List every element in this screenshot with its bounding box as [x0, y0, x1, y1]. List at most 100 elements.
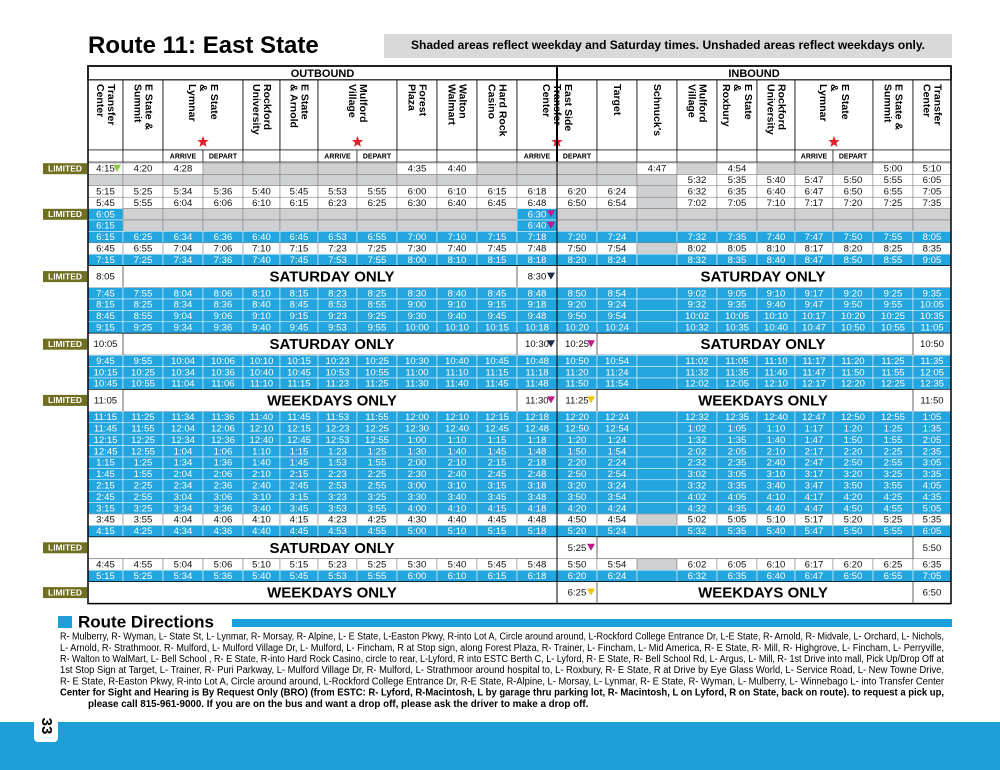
time: 1:55	[134, 469, 153, 480]
time: 7:05	[923, 187, 942, 198]
time: 7:04	[174, 244, 193, 255]
time: 3:53	[328, 503, 347, 514]
time-cell	[636, 231, 678, 244]
time: 10:50	[565, 356, 589, 367]
time: 5:40	[252, 571, 271, 582]
time: 8:24	[608, 255, 627, 266]
time: 6:20	[568, 187, 587, 198]
time: 4:40	[448, 515, 467, 526]
stop-name: &	[197, 84, 209, 92]
time: 6:05	[923, 526, 942, 537]
stop-name: Center	[540, 84, 552, 117]
time: 8:55	[368, 300, 387, 311]
time: 2:23	[328, 469, 347, 480]
time: 11:10	[764, 356, 787, 367]
time-cell	[636, 433, 678, 446]
time-cell	[242, 174, 281, 187]
time: 9:24	[608, 300, 627, 311]
time: 11:32	[685, 367, 708, 378]
time: 6:40	[448, 198, 467, 209]
time: 10:36	[211, 367, 235, 378]
time-cell	[636, 445, 678, 458]
time-cell	[636, 298, 678, 311]
time: 7:50	[844, 232, 863, 243]
time: 7:15	[96, 255, 115, 266]
time: 6:02	[688, 560, 707, 571]
stop-name: Plaza	[406, 84, 418, 111]
time-cell	[636, 196, 678, 209]
limited-badge	[43, 208, 87, 220]
time-cell	[636, 558, 678, 571]
time-cell	[356, 174, 398, 187]
time: 1:25	[884, 424, 903, 435]
time: 11:50	[565, 379, 588, 390]
trip-marker	[547, 272, 555, 280]
time: 11:15	[287, 379, 310, 390]
stop-name: E State &	[893, 84, 905, 131]
time-cell	[636, 366, 678, 379]
section-bullet	[58, 616, 72, 628]
sub-header	[242, 149, 281, 163]
time: 4:55	[368, 526, 387, 537]
time: 1:23	[328, 446, 347, 457]
time: 12:45	[485, 424, 509, 435]
time: 1:10	[448, 435, 467, 446]
time-cell	[396, 208, 438, 221]
limited-label: LIMITED	[48, 395, 82, 405]
time: 1:50	[568, 446, 587, 457]
time: 11:23	[326, 379, 349, 390]
time: 6:06	[214, 198, 233, 209]
time: 5:24	[608, 526, 627, 537]
time: 4:45	[488, 515, 507, 526]
limited-badge	[43, 163, 87, 175]
stop-name: &	[731, 84, 743, 92]
time: 10:25	[365, 356, 389, 367]
sub-header-label: DEPART	[363, 153, 392, 160]
time: 3:18	[528, 481, 547, 492]
time: 5:50	[844, 175, 863, 186]
time-cell	[596, 162, 638, 175]
time-cell	[636, 321, 678, 334]
time: 5:54	[608, 560, 627, 571]
time: 6:55	[368, 232, 387, 243]
time: 5:48	[528, 560, 547, 571]
time-cell	[756, 162, 796, 175]
time-cell	[636, 253, 678, 266]
time: 8:45	[96, 311, 115, 322]
time: 11:34	[171, 412, 195, 423]
time: 8:20	[844, 244, 863, 255]
time: 11:05	[94, 395, 117, 406]
time: 5:00	[408, 526, 427, 537]
time: 2:35	[728, 458, 747, 469]
time: 3:10	[252, 492, 271, 503]
time: 4:23	[328, 515, 347, 526]
sub-header	[436, 149, 478, 163]
time: 8:54	[608, 288, 627, 299]
time: 6:48	[528, 198, 547, 209]
time: 1:02	[688, 424, 707, 435]
time: 4:32	[688, 503, 707, 514]
time: 3:50	[568, 492, 587, 503]
time: 4:05	[923, 481, 942, 492]
time: 5:10	[923, 164, 942, 175]
service-note: WEEKDAYS ONLY	[267, 585, 397, 602]
time: 8:10	[767, 244, 786, 255]
time: 11:48	[525, 379, 548, 390]
time: 5:34	[174, 187, 193, 198]
direction-line: R- Mulberry, R- Wyman, L- State St, L- L…	[60, 632, 944, 643]
shading-note: Shaded areas reflect weekday and Saturda…	[411, 38, 925, 52]
time: 5:35	[728, 175, 747, 186]
time-cell	[242, 219, 281, 232]
note-row	[87, 536, 952, 560]
time: 2:00	[408, 458, 427, 469]
time: 6:20	[844, 560, 863, 571]
time: 5:36	[214, 571, 233, 582]
time: 7:30	[408, 244, 427, 255]
time: 12:40	[764, 412, 788, 423]
time: 10:55	[365, 367, 389, 378]
stop-name: East Side	[562, 84, 574, 131]
service-note: SATURDAY ONLY	[269, 269, 394, 286]
time-cell	[636, 287, 678, 300]
time-cell	[476, 219, 518, 232]
time-cell	[636, 354, 678, 367]
